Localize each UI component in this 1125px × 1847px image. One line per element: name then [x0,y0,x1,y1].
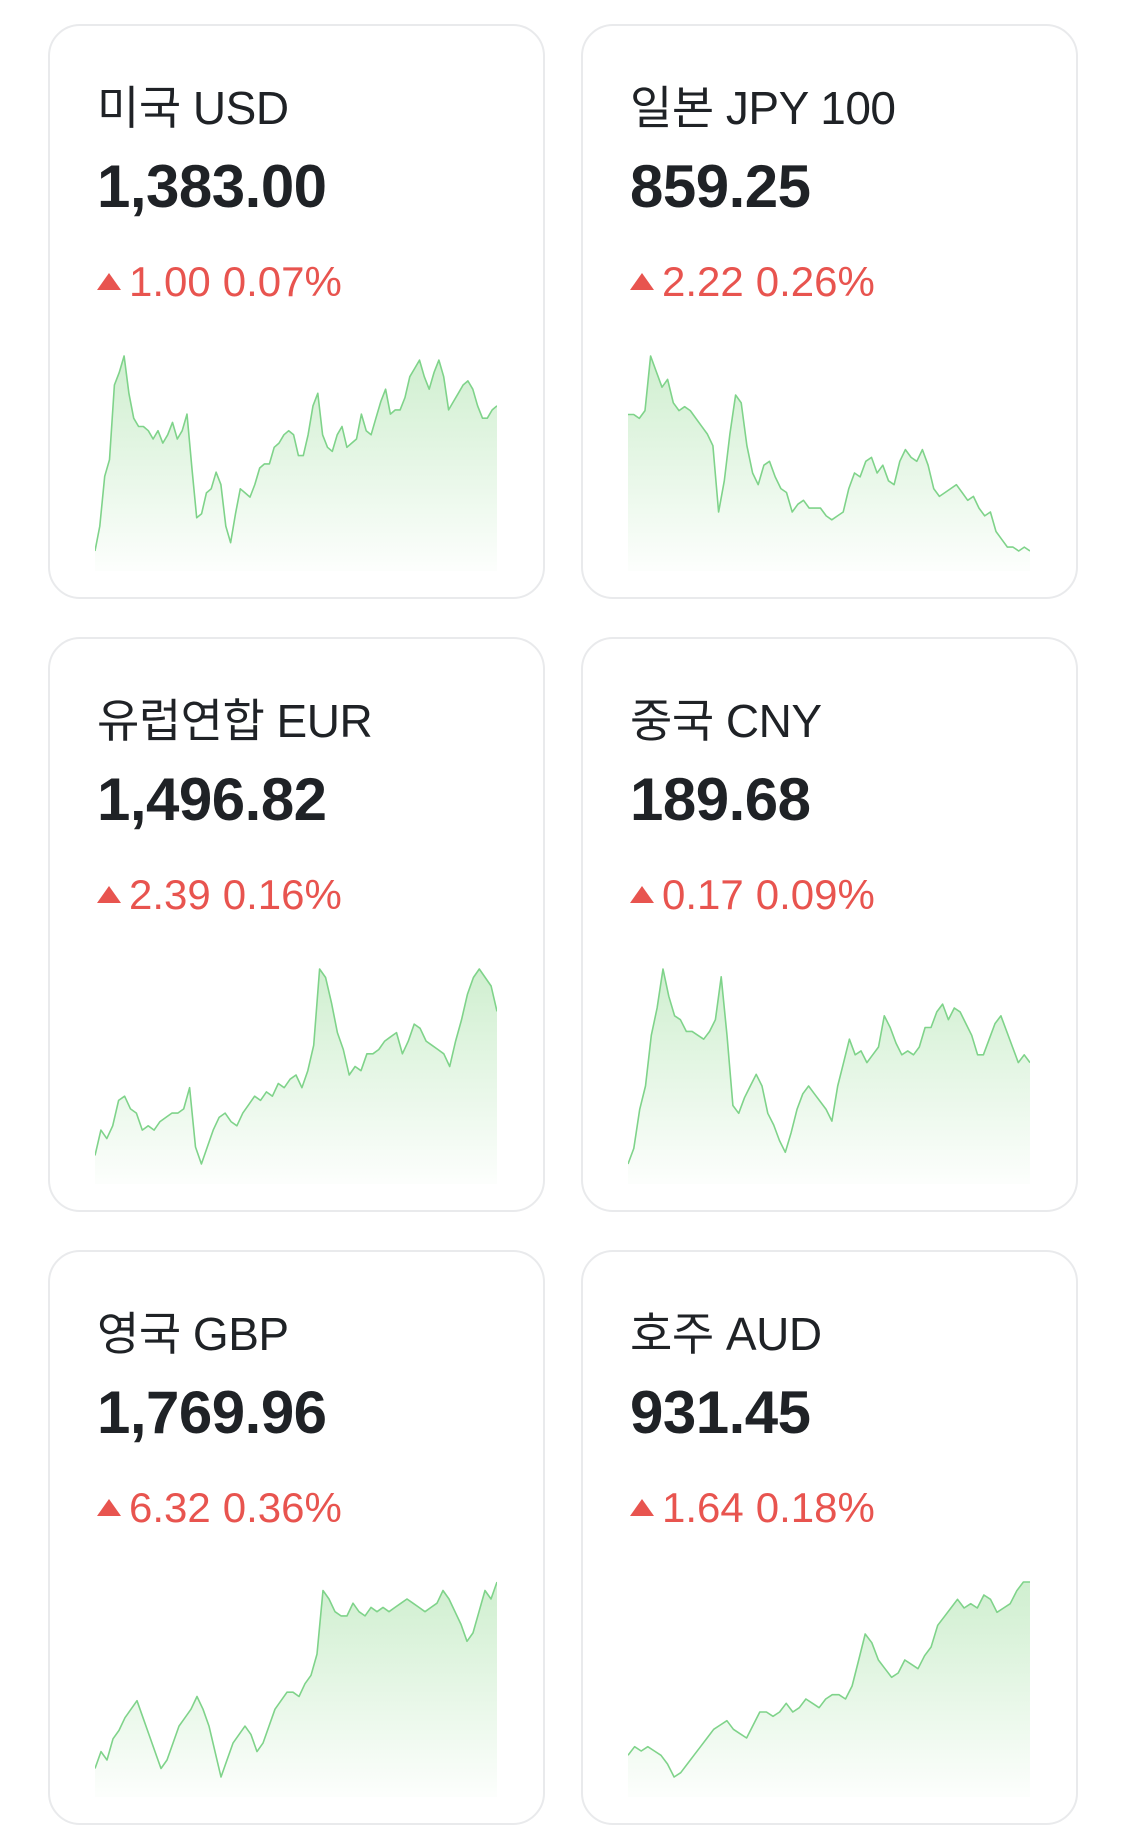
change-percent: 0.18% [755,1484,875,1531]
up-triangle-icon [97,885,121,903]
sparkline-line [95,1581,497,1778]
sparkline-area [628,969,1030,1184]
rate-change: 2.39 0.16% [97,871,342,919]
currency-card-aud[interactable]: 호주 AUD 931.45 1.64 0.18% [581,1250,1078,1825]
currency-name: 미국 USD [97,82,289,134]
rate-change: 1.00 0.07% [97,258,342,306]
sparkline-chart [95,355,497,571]
exchange-rate: 189.68 [630,766,811,833]
change-amount: 0.17 [662,871,744,918]
exchange-rate: 931.45 [630,1379,811,1446]
rate-change: 2.22 0.26% [630,258,875,306]
currency-name: 유럽연합 EUR [97,695,373,747]
exchange-rate: 1,496.82 [97,766,327,833]
up-triangle-icon [97,1498,121,1516]
sparkline-line [628,355,1030,552]
exchange-rate: 1,769.96 [97,1379,327,1446]
currency-name: 영국 GBP [97,1308,289,1360]
currency-name: 호주 AUD [630,1308,822,1360]
change-amount: 1.00 [129,258,211,305]
currency-card-cny[interactable]: 중국 CNY 189.68 0.17 0.09% [581,637,1078,1212]
currency-card-jpy[interactable]: 일본 JPY 100 859.25 2.22 0.26% [581,24,1078,599]
up-triangle-icon [97,272,121,290]
sparkline-area [628,356,1030,571]
change-percent: 0.07% [222,258,342,305]
sparkline-line [628,968,1030,1165]
currency-name: 중국 CNY [630,695,822,747]
sparkline-area [95,356,497,571]
change-percent: 0.16% [222,871,342,918]
currency-card-gbp[interactable]: 영국 GBP 1,769.96 6.32 0.36% [48,1250,545,1825]
sparkline-line [95,968,497,1165]
exchange-rate: 859.25 [630,153,811,220]
change-percent: 0.36% [222,1484,342,1531]
exchange-rate: 1,383.00 [97,153,327,220]
sparkline-chart [628,355,1030,571]
currency-name: 일본 JPY 100 [630,82,896,134]
rate-change: 0.17 0.09% [630,871,875,919]
change-amount: 2.22 [662,258,744,305]
sparkline-chart [95,968,497,1184]
change-percent: 0.09% [755,871,875,918]
currency-card-usd[interactable]: 미국 USD 1,383.00 1.00 0.07% [48,24,545,599]
change-amount: 6.32 [129,1484,211,1531]
change-amount: 1.64 [662,1484,744,1531]
up-triangle-icon [630,1498,654,1516]
sparkline-line [628,1581,1030,1778]
change-amount: 2.39 [129,871,211,918]
sparkline-area [628,1582,1030,1797]
currency-card-eur[interactable]: 유럽연합 EUR 1,496.82 2.39 0.16% [48,637,545,1212]
change-percent: 0.26% [755,258,875,305]
sparkline-chart [628,1581,1030,1797]
sparkline-area [95,1582,497,1797]
rate-change: 6.32 0.36% [97,1484,342,1532]
up-triangle-icon [630,885,654,903]
up-triangle-icon [630,272,654,290]
sparkline-chart [628,968,1030,1184]
sparkline-line [95,355,497,552]
currency-grid: 미국 USD 1,383.00 1.00 0.07% 일본 JPY 100 85… [48,24,1078,1825]
sparkline-chart [95,1581,497,1797]
rate-change: 1.64 0.18% [630,1484,875,1532]
